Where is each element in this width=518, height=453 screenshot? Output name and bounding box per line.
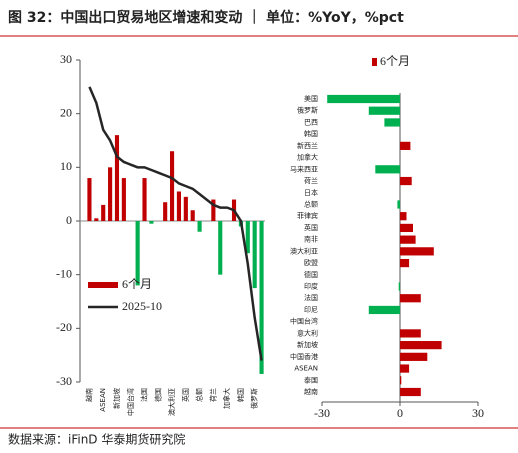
bar [375, 165, 400, 174]
y-tick-label: 日本 [304, 188, 318, 197]
y-tick-label: -30 [56, 374, 72, 388]
bar [183, 196, 188, 221]
y-tick-label: 0 [66, 213, 72, 227]
y-tick-label: 20 [60, 105, 72, 119]
legend-swatch [88, 282, 118, 288]
y-tick-label: 加拿大 [297, 153, 318, 162]
y-tick-label: 美国 [304, 94, 318, 103]
y-tick-label: 新西兰 [297, 141, 318, 150]
bar [149, 221, 154, 224]
bar [327, 94, 400, 104]
y-tick-label: 总额 [304, 199, 318, 208]
y-tick-label: 泰国 [304, 375, 318, 384]
bar [400, 223, 413, 233]
y-tick-label: -20 [56, 320, 72, 334]
x-tick-label: 韩国 [236, 388, 245, 402]
y-tick-label: 意大利 [297, 328, 318, 337]
bar [400, 212, 407, 221]
x-tick-label: 加拿大 [222, 388, 231, 409]
bar [176, 191, 182, 221]
bar [400, 247, 434, 256]
bar [400, 176, 412, 186]
x-tick-label: 总额 [195, 388, 204, 402]
bar [400, 294, 421, 303]
x-tick-label: 新加坡 [112, 388, 121, 409]
bar [218, 221, 223, 275]
x-tick-label: 30 [472, 406, 484, 420]
x-tick-label: 澳大利亚 [167, 388, 176, 416]
bar [211, 199, 216, 221]
bar [400, 329, 421, 338]
legend-label: 6个月 [122, 277, 152, 291]
y-tick-label: 30 [60, 52, 72, 66]
x-tick-label: 法国 [140, 388, 149, 402]
x-tick-label: 德国 [153, 388, 162, 402]
bar [400, 258, 410, 268]
bar [108, 167, 113, 221]
bar [400, 341, 442, 350]
x-tick-label: 越南 [84, 388, 93, 402]
bar [400, 387, 421, 397]
legend-label: 2025-10 [122, 299, 162, 313]
y-tick-label: 法国 [304, 293, 318, 302]
y-tick-label: 韩国 [304, 129, 318, 138]
bar [135, 221, 140, 286]
bar [398, 282, 400, 291]
bar [101, 204, 106, 221]
bar [142, 178, 147, 221]
bar [94, 218, 99, 221]
y-tick-label: 中国香港 [290, 352, 318, 361]
legend-swatch [372, 58, 377, 66]
x-tick-label: -30 [314, 406, 330, 420]
x-tick-label: 0 [397, 406, 403, 420]
y-tick-label: 越南 [304, 387, 318, 396]
y-tick-label: 马来西亚 [290, 165, 318, 173]
x-tick-label: ASEAN [99, 388, 107, 412]
bar [400, 141, 411, 150]
x-tick-label: 中国台湾 [126, 388, 135, 416]
legend-label: 6个月 [380, 54, 410, 68]
y-tick-label: 新加坡 [297, 340, 318, 349]
bar [252, 221, 257, 289]
bar [197, 221, 202, 232]
bar [400, 352, 428, 361]
y-tick-label: 英国 [304, 223, 318, 232]
bar [397, 200, 400, 209]
title: 图 32：中国出口贸易地区增速和变动 ｜ 单位：%YoY，%pct [8, 9, 404, 26]
y-tick-label: 德国 [304, 270, 318, 279]
bar [259, 221, 264, 374]
x-tick-label: 英国 [181, 388, 190, 402]
y-tick-label: 俄罗斯 [297, 106, 318, 115]
line [88, 86, 263, 361]
y-tick-label: 巴西 [304, 118, 318, 126]
y-tick-label: -10 [56, 266, 72, 280]
bar [245, 221, 250, 254]
bar [368, 106, 400, 115]
bar [400, 364, 410, 373]
bar [163, 202, 168, 221]
y-tick-label: 10 [60, 159, 72, 173]
y-tick-label: 印度 [304, 282, 318, 291]
bar [169, 151, 175, 221]
bar [114, 135, 120, 221]
y-tick-label: 中国台湾 [290, 317, 318, 326]
y-tick-label: 欧盟 [304, 258, 318, 267]
bar [400, 376, 402, 385]
y-tick-label: 南非 [304, 235, 318, 244]
y-tick-label: 印尼 [304, 306, 318, 314]
bar [368, 305, 400, 315]
bar [190, 210, 195, 221]
y-tick-label: 澳大利亚 [290, 246, 318, 255]
y-tick-label: ASEAN [294, 365, 318, 373]
x-tick-label: 俄罗斯 [250, 388, 259, 409]
bar [121, 178, 126, 221]
bar [400, 235, 416, 244]
x-tick-label: 荷兰 [208, 388, 217, 402]
source: 数据来源：iFinD 华泰期货研究院 [8, 432, 185, 447]
y-tick-label: 荷兰 [304, 176, 318, 185]
y-tick-label: 菲律宾 [297, 211, 318, 220]
bar [87, 178, 92, 221]
bar [384, 118, 400, 127]
